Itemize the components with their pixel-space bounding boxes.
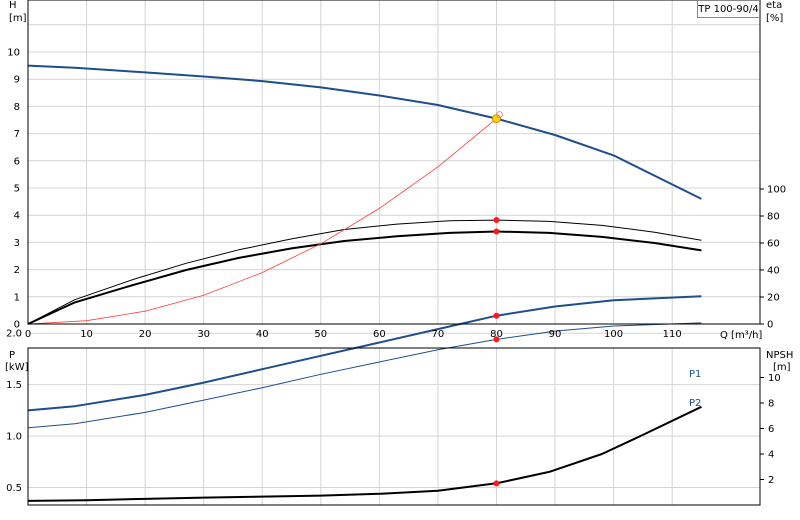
h-axis-unit: [m] <box>9 13 27 24</box>
series-NPSH-line <box>27 405 702 502</box>
series-eta2-line <box>27 230 702 325</box>
npsh-tick-label: 8 <box>768 399 774 410</box>
top-chart-grid <box>28 0 760 324</box>
h-tick-label: 9 <box>14 75 20 86</box>
h-tick-label: 10 <box>7 48 20 59</box>
duty-point-ring <box>496 111 503 119</box>
eta-tick-label: 60 <box>767 239 780 250</box>
npsh-axis-name: NPSH <box>766 350 793 361</box>
series-system-line <box>27 118 497 325</box>
series-eta-line <box>27 219 702 325</box>
legend-p1: P1 <box>689 369 701 380</box>
chart-axes <box>27 0 764 506</box>
series-H-line <box>27 64 702 200</box>
duty-marker <box>493 480 500 487</box>
h-tick-label: 2 <box>14 265 20 276</box>
h-tick-label: 6 <box>14 156 20 167</box>
x-tick-label: 70 <box>432 329 445 340</box>
duty-marker <box>493 217 500 224</box>
p-tick-label: 2.0 <box>6 329 22 340</box>
x-tick-label: 40 <box>256 329 269 340</box>
x-tick-label: 110 <box>663 329 682 340</box>
x-tick-label: 80 <box>490 329 503 340</box>
series-P1-line <box>27 295 702 412</box>
h-tick-label: 7 <box>14 129 20 140</box>
eta-tick-label: 0 <box>767 320 773 331</box>
x-tick-label: 50 <box>314 329 327 340</box>
duty-marker <box>493 336 500 343</box>
duty-marker <box>493 228 500 235</box>
x-tick-label: 90 <box>549 329 562 340</box>
h-tick-label: 0 <box>14 320 20 331</box>
series-P2-line <box>27 322 702 429</box>
p-axis-unit: [kW] <box>5 362 29 373</box>
p-tick-label: 0.5 <box>6 483 22 494</box>
h-tick-label: 4 <box>14 211 20 222</box>
model-label: TP 100-90/4 <box>697 0 760 18</box>
p-tick-label: 1.0 <box>6 432 22 443</box>
q-axis-label: Q [m³/h] <box>720 330 762 341</box>
eta-tick-label: 100 <box>767 185 786 196</box>
h-tick-label: 3 <box>14 238 20 249</box>
top-chart-frame <box>27 0 761 325</box>
npsh-axis-unit: [m] <box>773 362 791 373</box>
p-axis-name: P <box>9 350 15 361</box>
eta-tick-label: 40 <box>767 266 780 277</box>
eta-axis-unit: [%] <box>766 13 783 24</box>
npsh-tick-label: 6 <box>768 424 774 435</box>
p-tick-label: 1.5 <box>6 380 22 391</box>
bottom-chart-frame <box>27 347 761 506</box>
x-tick-label: 0 <box>25 329 31 340</box>
legend-p2: P2 <box>689 398 701 409</box>
npsh-tick-label: 2 <box>768 475 774 486</box>
top-chart-series <box>27 64 702 325</box>
x-tick-label: 30 <box>197 329 210 340</box>
h-tick-label: 8 <box>14 102 20 113</box>
chart-tick-labels: 10 20 30 40 50 60 70 80 90 100 1100012345678910020… <box>6 48 786 495</box>
x-tick-label: 10 <box>80 329 93 340</box>
npsh-tick-label: 4 <box>768 450 774 461</box>
npsh-tick-label: 10 <box>768 373 781 384</box>
x-tick-label: 20 <box>139 329 152 340</box>
h-tick-label: 1 <box>14 292 20 303</box>
eta-axis-name: eta <box>766 0 782 11</box>
h-axis-name: H <box>9 0 17 11</box>
duty-marker <box>493 312 500 319</box>
eta-tick-label: 20 <box>767 293 780 304</box>
bottom-chart-series <box>27 295 702 502</box>
x-tick-label: 100 <box>604 329 623 340</box>
h-tick-label: 5 <box>14 184 20 195</box>
x-tick-label: 60 <box>373 329 386 340</box>
eta-tick-label: 80 <box>767 212 780 223</box>
